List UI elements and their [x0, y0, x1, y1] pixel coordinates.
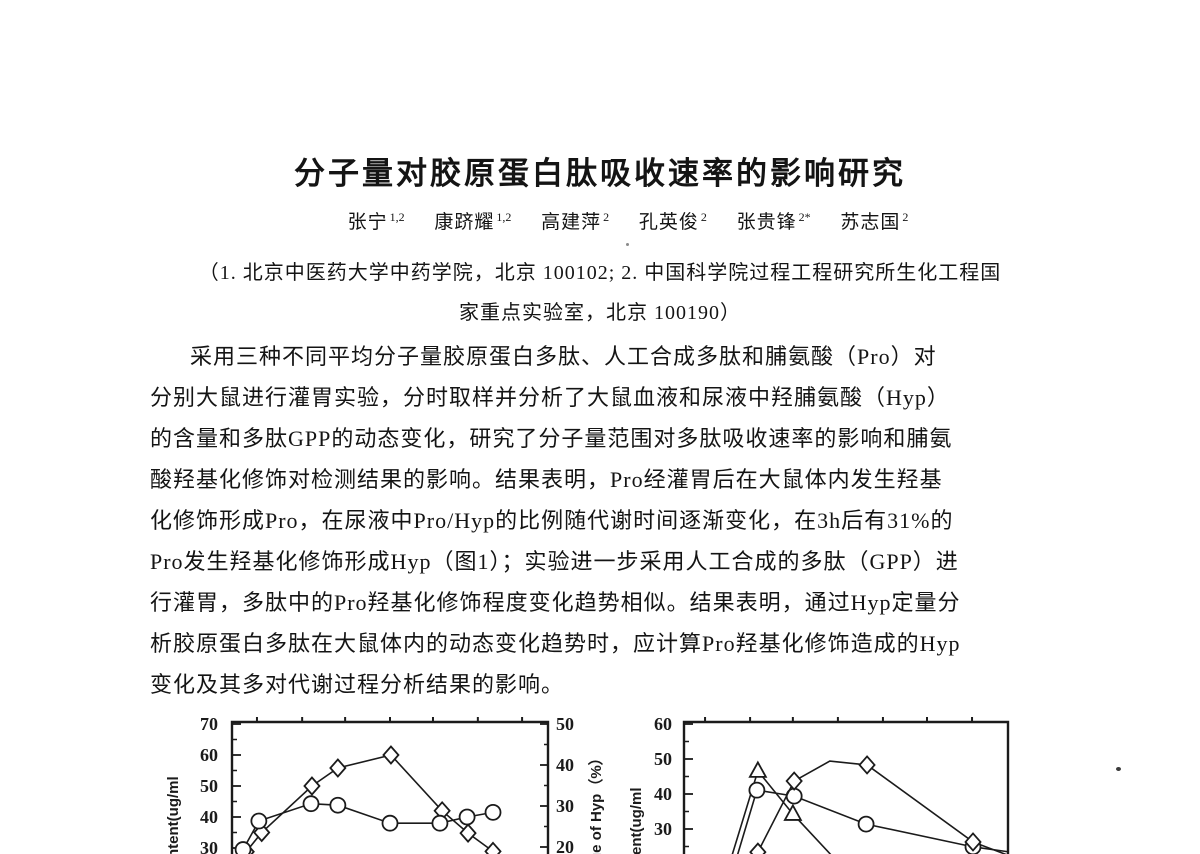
- y-axis-label: ntent(ug/ml: [165, 776, 182, 854]
- y-axis-right-tick-label: 30: [556, 796, 574, 816]
- ink-speck: [1116, 767, 1121, 771]
- diamond-series: [749, 755, 1007, 854]
- diamond-series: [237, 745, 502, 854]
- y-axis-tick-label: 40: [200, 807, 218, 827]
- y-axis-tick-label: 50: [200, 776, 218, 796]
- author: 苏志国 2: [840, 209, 909, 233]
- y-axis-right-tick-label: 20: [556, 837, 574, 854]
- author-superscript: 2: [603, 209, 610, 224]
- y-axis-right-tick-label: 40: [556, 755, 574, 775]
- y-axis-right-tick-label: 50: [556, 714, 574, 734]
- y-axis-tick-label: 70: [200, 714, 218, 734]
- abstract-line: 采用三种不同平均分子量胶原蛋白多肽、人工合成多肽和脯氨酸（Pro）对: [190, 344, 937, 369]
- abstract-line: 酸羟基化修饰对检测结果的影响。结果表明，Pro经灌胃后在大鼠体内发生羟基: [150, 467, 943, 492]
- author-superscript: 1,2: [496, 209, 512, 224]
- triangle-series: [731, 760, 832, 854]
- affiliation-line-2: 家重点实验室，北京 100190）: [459, 302, 741, 324]
- abstract-line: 析胶原蛋白多肽在大鼠体内的动态变化趋势时，应计算Pro羟基化修饰造成的Hyp: [150, 631, 961, 656]
- y-axis-tick-label: 50: [654, 749, 672, 769]
- author: 孔英俊 2: [638, 209, 707, 233]
- abstract-line: 变化及其多对代谢过程分析结果的影响。: [150, 672, 565, 697]
- author: 康跻耀 1,2: [434, 209, 512, 233]
- author-superscript: 2*: [798, 209, 811, 224]
- y-axis-tick-label: 30: [654, 819, 672, 839]
- y-axis-tick-label: 60: [654, 714, 672, 734]
- author: 张宁 1,2: [347, 209, 405, 233]
- y-axis-tick-label: 60: [200, 745, 218, 765]
- abstract-line: Pro发生羟基化修饰形成Hyp（图1）；实验进一步采用人工合成的多肽（GPP）进: [150, 549, 959, 574]
- paper-title: 分子量对胶原蛋白肽吸收速率的影响研究: [294, 156, 906, 191]
- affiliation-line-1: （1. 北京中医药大学中药学院，北京 100102; 2. 中国科学院过程工程研…: [198, 262, 1002, 284]
- author: 张贵锋 2*: [736, 209, 811, 233]
- abstract-line: 化修饰形成Pro，在尿液中Pro/Hyp的比例随代谢时间逐渐变化，在3h后有31…: [150, 508, 954, 533]
- figure1-left-chart: 70 60 50 40 30 ntent(ug/ml 50 40 30 20 ge of Hyp（%…: [165, 714, 605, 854]
- abstract-line: 行灌胃，多肽中的Pro羟基化修饰程度变化趋势相似。结果表明，通过Hyp定量分: [150, 590, 961, 615]
- y-axis-label: tent(ug/ml: [628, 788, 645, 854]
- figure1-right-chart: 60 50 40 30 tent(ug/ml: [628, 714, 1010, 854]
- circle-series: [234, 795, 502, 854]
- author-line: 张宁 1,2 康跻耀 1,2 高建萍 2 孔英俊 2 张贵锋 2* 苏志国 2: [28, 207, 1200, 234]
- author: 高建萍 2: [541, 209, 610, 233]
- author-superscript: 2: [700, 209, 707, 224]
- abstract-line: 的含量和多肽GPP的动态变化，研究了分子量范围对多肽吸收速率的影响和脯氨: [150, 426, 953, 451]
- author-superscript: 2: [902, 209, 909, 224]
- abstract-paragraph: 采用三种不同平均分子量胶原蛋白多肽、人工合成多肽和脯氨酸（Pro）对 分别大鼠进…: [150, 336, 1066, 705]
- abstract-line: 分别大鼠进行灌胃实验，分时取样并分析了大鼠血液和尿液中羟脯氨酸（Hyp）: [150, 385, 950, 410]
- y-axis-tick-label: 40: [654, 784, 672, 804]
- ink-speck: [626, 243, 629, 246]
- author-superscript: 1,2: [389, 209, 405, 224]
- y-axis-tick-label: 30: [200, 838, 218, 854]
- y-axis-right-label: ge of Hyp（%）: [587, 750, 605, 854]
